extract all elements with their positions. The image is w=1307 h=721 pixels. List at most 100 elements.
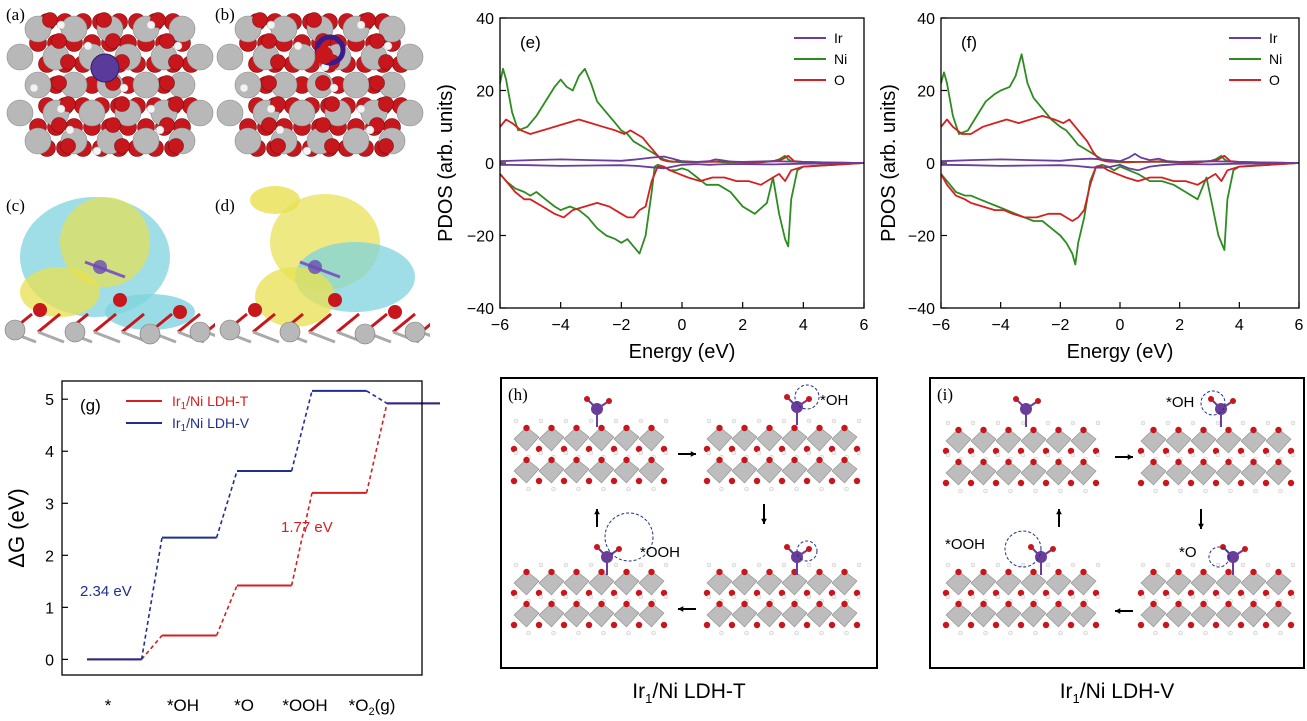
legend-label-ir: Ir [1269, 30, 1278, 46]
hydrogen-atom [1020, 594, 1026, 600]
hydrogen-atom [1190, 562, 1196, 568]
oxygen-atom [648, 600, 655, 608]
hydrogen-atom [651, 630, 656, 636]
caption-h: Ir1/Ni LDH-T [500, 680, 878, 706]
charge-density-panel-c: (c) [0, 182, 233, 352]
hydrogen-atom [1165, 594, 1171, 600]
oxygen-atom [942, 447, 950, 455]
isosurface-accumulation [60, 197, 150, 287]
octahedron [1020, 460, 1047, 486]
caption-i-rest: /Ni LDH-V [1079, 680, 1175, 703]
y-tick-label: 1 [45, 600, 54, 617]
nickel-atom [132, 127, 160, 155]
hydrogen-atom [706, 450, 712, 456]
oxygen-atom [1092, 621, 1100, 629]
hydrogen-atom [588, 450, 594, 456]
oxygen-atom [980, 568, 987, 576]
connector-t-3 [365, 403, 388, 494]
oxygen-atom [1242, 546, 1248, 552]
hydrogen-atom [706, 562, 712, 568]
nickel-atom [24, 127, 52, 155]
hydrogen-atom [719, 486, 724, 492]
atom-cluster [6, 12, 214, 157]
oxygen-atom [610, 477, 618, 485]
octahedron [613, 602, 640, 628]
iridium-atom [601, 551, 613, 563]
oxygen-atom [585, 621, 593, 629]
oxygen-atom [728, 445, 736, 453]
oxygen-atom [1137, 621, 1145, 629]
mechanism-image-h: *OH *OOH [510, 384, 862, 636]
oxygen-atom [784, 394, 790, 400]
hydrogen-atom [744, 486, 749, 492]
hydrogen-atom [65, 125, 75, 135]
charge-density-image-c [4, 197, 233, 345]
nickel-atom [342, 127, 370, 155]
hydrogen-atom [626, 486, 631, 492]
hydrogen-atom [1265, 594, 1271, 600]
y-tick-label: −20 [467, 229, 494, 246]
oxygen-atom [853, 589, 861, 597]
nickel-atom [64, 321, 86, 343]
octahedron [806, 602, 833, 628]
hydrogen-atom [856, 450, 862, 456]
oxygen-atom [1225, 600, 1232, 608]
octahedron [1215, 602, 1242, 628]
adsorbate-label: *OOH [945, 536, 985, 553]
oxygen-atom [1005, 458, 1012, 466]
oxygen-atom [1287, 447, 1295, 455]
hydrogen-atom [613, 418, 619, 424]
oxygen-atom [816, 456, 823, 464]
hydrogen-atom [1203, 630, 1208, 636]
oxygen-atom [766, 568, 773, 576]
hydrogen-atom [831, 418, 837, 424]
oxygen-atom [1055, 568, 1062, 576]
series-o-down-line [940, 162, 1300, 222]
octahedron [513, 602, 540, 628]
adsorbate-label: *OOH [640, 544, 680, 561]
hydrogen-atom [1190, 594, 1196, 600]
oxygen-atom [159, 75, 175, 91]
hydrogen-atom [513, 418, 519, 424]
hydrogen-atom [663, 562, 669, 568]
cycle-arrow-head [594, 509, 600, 515]
octahedron [970, 602, 997, 628]
hydrogen-atom [806, 594, 812, 600]
hydrogen-atom [146, 20, 156, 30]
hydrogen-atom [356, 104, 366, 114]
y-axis-label: PDOS (arb. units) [435, 84, 457, 242]
x-tick-label: −6 [932, 317, 950, 334]
oxygen-atom [660, 445, 668, 453]
hydrogen-atom [1070, 452, 1076, 458]
hydrogen-atom [945, 452, 951, 458]
hydrogen-atom [576, 486, 581, 492]
hydrogen-atom [356, 20, 366, 30]
caption-h-sub: 1 [645, 691, 653, 707]
oxygen-atom [1030, 458, 1037, 466]
oxygen-atom [1262, 447, 1270, 455]
oxygen-atom [1080, 600, 1087, 608]
oxygen-atom [806, 396, 812, 402]
x-tick-label: −2 [1051, 317, 1069, 334]
panel-label-c: (c) [6, 196, 25, 215]
octahedron [1045, 428, 1072, 454]
oxygen-atom [315, 46, 333, 64]
oxygen-atom [728, 589, 736, 597]
oxygen-atom [980, 458, 987, 466]
hydrogen-atom [731, 450, 737, 456]
octahedron [831, 458, 858, 484]
oxygen-atom [992, 589, 1000, 597]
oxygen-atom [523, 600, 530, 608]
iridium-atom [1020, 403, 1032, 415]
pdos-panel-f: −6 −4 −2 0 2 4 6 −40 −20 0 20 40 Energy (eV) PDOS (ar… [875, 0, 1307, 370]
oxygen-atom [1212, 447, 1220, 455]
nickel-atom [279, 321, 301, 343]
oxygen-atom [635, 589, 643, 597]
octahedron [1240, 428, 1267, 454]
x-tick-label: 0 [678, 317, 687, 334]
oxygen-atom [942, 621, 950, 629]
oxygen-atom [548, 424, 555, 432]
oxygen-atom [1287, 589, 1295, 597]
oxygen-atom [523, 456, 530, 464]
